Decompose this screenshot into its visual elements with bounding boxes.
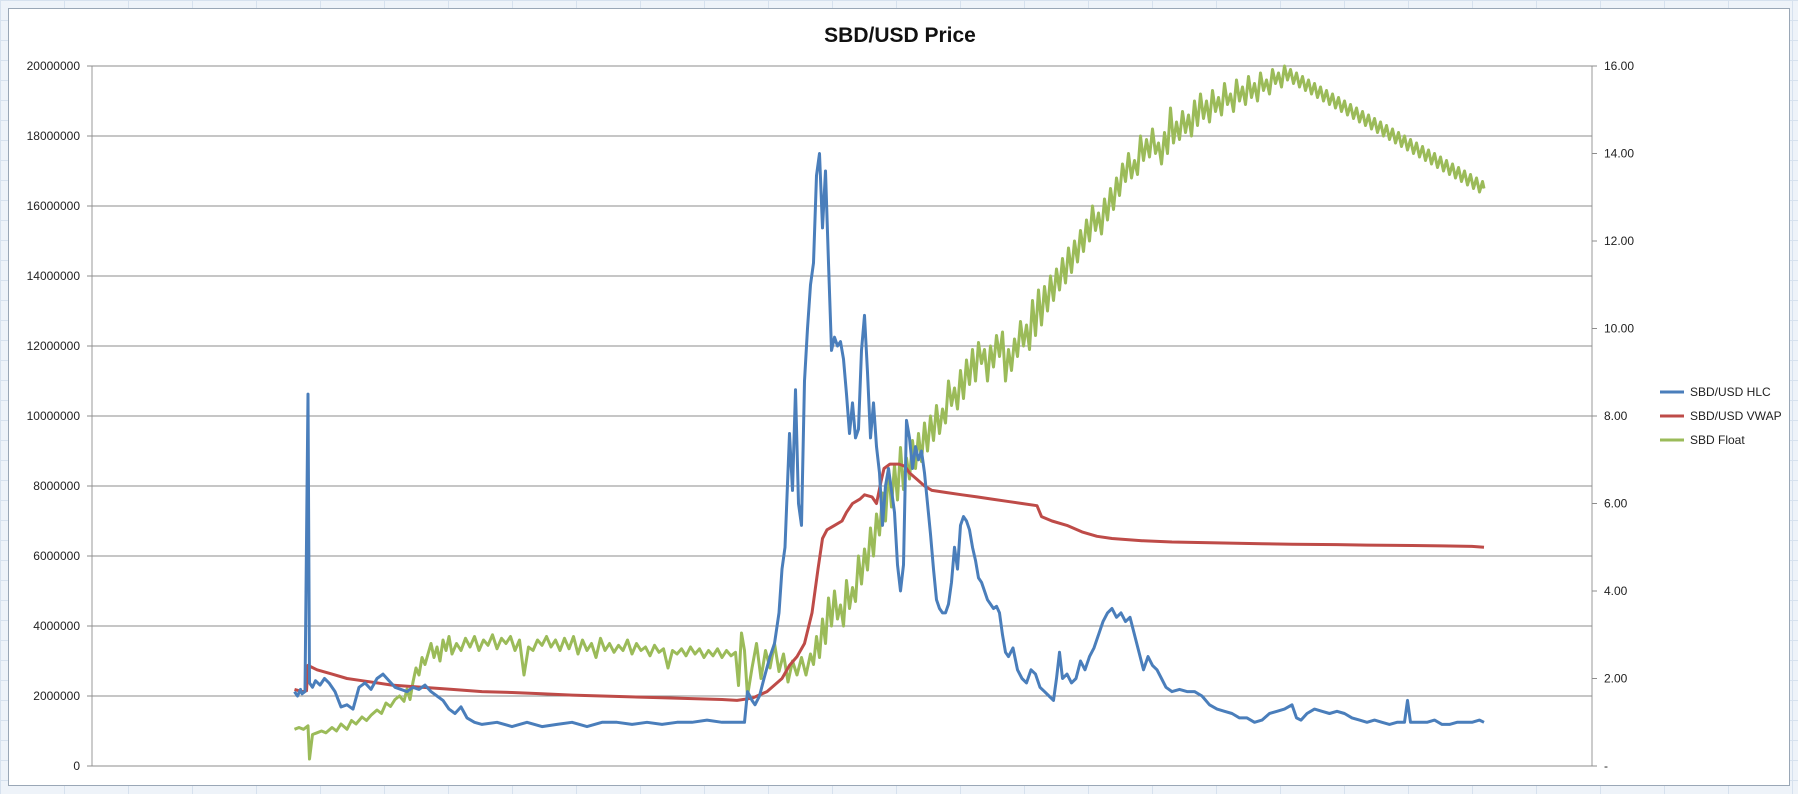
series-group bbox=[293, 64, 1486, 761]
series-line-1 bbox=[294, 462, 1485, 702]
left-tick-label: 6000000 bbox=[33, 549, 80, 563]
chart-title: SBD/USD Price bbox=[824, 24, 976, 47]
legend[interactable]: SBD/USD HLC SBD/USD VWAP SBD Float bbox=[1660, 385, 1782, 447]
right-tick-label: 6.00 bbox=[1604, 497, 1628, 511]
right-tick-label: 16.00 bbox=[1604, 59, 1634, 73]
right-tick-label: - bbox=[1604, 759, 1608, 773]
left-tick-label: 10000000 bbox=[27, 409, 81, 423]
left-tick-label: 14000000 bbox=[27, 269, 81, 283]
legend-label: SBD/USD HLC bbox=[1690, 385, 1771, 399]
left-axis-ticks: 0 2000000 4000000 6000000 8000000 10000000 120… bbox=[27, 59, 92, 773]
series-line-0 bbox=[293, 152, 1485, 729]
legend-label: SBD/USD VWAP bbox=[1690, 409, 1782, 423]
left-tick-label: 16000000 bbox=[27, 199, 81, 213]
left-tick-label: 12000000 bbox=[27, 339, 81, 353]
left-tick-label: 0 bbox=[73, 759, 80, 773]
left-tick-label: 4000000 bbox=[33, 619, 80, 633]
legend-label: SBD Float bbox=[1690, 433, 1745, 447]
left-tick-label: 18000000 bbox=[27, 129, 81, 143]
gridlines bbox=[91, 65, 1593, 767]
right-tick-label: 14.00 bbox=[1604, 147, 1634, 161]
series-line-2 bbox=[293, 64, 1486, 761]
right-tick-label: 2.00 bbox=[1604, 672, 1628, 686]
right-tick-label: 10.00 bbox=[1604, 322, 1634, 336]
left-tick-label: 2000000 bbox=[33, 689, 80, 703]
right-tick-label: 8.00 bbox=[1604, 409, 1628, 423]
right-tick-label: 12.00 bbox=[1604, 234, 1634, 248]
right-tick-label: 4.00 bbox=[1604, 584, 1628, 598]
left-tick-label: 20000000 bbox=[27, 59, 81, 73]
left-tick-label: 8000000 bbox=[33, 479, 80, 493]
right-axis-ticks: - 2.00 4.00 6.00 8.00 10.00 12.00 14.00 16.00 bbox=[1592, 59, 1634, 773]
